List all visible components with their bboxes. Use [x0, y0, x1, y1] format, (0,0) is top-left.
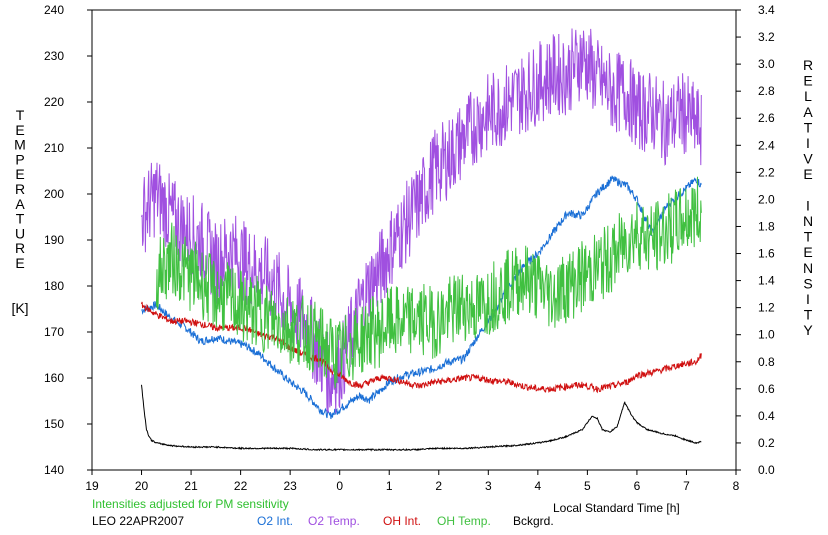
legend-item: OH Int. [383, 514, 422, 528]
y-left-tick-label: 140 [44, 463, 64, 477]
y-right-tick-label: 1.4 [758, 274, 775, 288]
y-left-label-letter: E [15, 166, 24, 182]
x-tick-label: 5 [584, 479, 591, 493]
y-right-tick-label: 0.6 [758, 382, 775, 396]
x-tick-label: 0 [336, 479, 343, 493]
y-right-label-letter: I [806, 291, 810, 307]
series-layer [141, 28, 702, 452]
x-tick-label: 2 [435, 479, 442, 493]
y-left-tick-label: 180 [44, 279, 64, 293]
y-right-label-letter: V [803, 151, 813, 167]
y-right-tick-label: 0.8 [758, 355, 775, 369]
y-left-label-letter: E [15, 255, 24, 271]
y-right-tick-label: 0.2 [758, 436, 775, 450]
y-right-tick-label: 2.2 [758, 165, 775, 179]
y-right-tick-label: 2.8 [758, 84, 775, 98]
x-tick-label: 19 [85, 479, 99, 493]
y-right-label-letter: T [804, 229, 813, 245]
y-left-label-letter: A [15, 196, 25, 212]
y-right-tick-label: 3.2 [758, 30, 775, 44]
y-right-tick-label: 1.8 [758, 219, 775, 233]
y-right-label-letter: E [803, 73, 812, 89]
y-left-tick-label: 220 [44, 95, 64, 109]
y-right-tick-label: 0.0 [758, 463, 775, 477]
y-left-tick-label: 210 [44, 141, 64, 155]
x-tick-label: 3 [485, 479, 492, 493]
series-line-bckgrd [141, 384, 702, 452]
y-right-label-letter: A [803, 104, 813, 120]
y-left-label-letter: P [15, 151, 24, 167]
y-left-label-letter: T [16, 211, 25, 227]
y-right-tick-label: 3.0 [758, 57, 775, 71]
y-right-axis-ticks: 0.0 0.2 0.4 0.6 0.8 1.0 1.2 1.4 1.6 1.8 2.0 2.2 2.4 2… [736, 3, 775, 477]
y-left-label-letter: U [15, 225, 25, 241]
y-left-unit: [K] [11, 300, 28, 316]
y-left-tick-label: 230 [44, 49, 64, 63]
y-left-label-letter: R [15, 181, 25, 197]
y-left-label-letter: R [15, 240, 25, 256]
y-right-label-letter: S [803, 275, 812, 291]
y-right-tick-label: 1.6 [758, 247, 775, 261]
legend-item: O2 Temp. [308, 514, 360, 528]
x-tick-label: 20 [135, 479, 149, 493]
y-right-label-letter: E [803, 166, 812, 182]
y-right-tick-label: 2.4 [758, 138, 775, 152]
series-line-o2-int [141, 175, 702, 420]
y-right-label-letter: E [803, 244, 812, 260]
y-left-tick-label: 240 [44, 3, 64, 17]
legend-item: O2 Int. [257, 514, 294, 528]
x-axis-label: Local Standard Time [h] [553, 501, 680, 515]
y-right-tick-label: 3.4 [758, 3, 775, 17]
x-tick-label: 22 [234, 479, 248, 493]
x-tick-label: 7 [683, 479, 690, 493]
series-line-o2-temp [141, 28, 702, 414]
x-axis-ticks: 19 20 21 22 23 0 1 2 3 4 5 6 7 8 [85, 470, 740, 493]
y-left-tick-label: 190 [44, 233, 64, 247]
y-left-axis-ticks: 140 150 160 170 180 190 200 210 220 230 240 [44, 3, 92, 477]
y-right-tick-label: 2.6 [758, 111, 775, 125]
y-right-label-letter: I [806, 197, 810, 213]
x-tick-label: 6 [634, 479, 641, 493]
y-right-tick-label: 0.4 [758, 409, 775, 423]
legend-item: Bckgrd. [513, 514, 554, 528]
x-tick-label: 21 [184, 479, 198, 493]
note-text: Intensities adjusted for PM sensitivity [92, 497, 289, 511]
y-right-tick-label: 1.2 [758, 301, 775, 315]
y-right-label-letter: N [803, 260, 813, 276]
x-tick-label: 8 [733, 479, 740, 493]
y-left-label-letter: T [16, 107, 25, 123]
x-tick-label: 1 [386, 479, 393, 493]
x-tick-label: 4 [535, 479, 542, 493]
y-left-tick-label: 200 [44, 187, 64, 201]
legend-item: OH Temp. [437, 514, 491, 528]
y-left-tick-label: 150 [44, 417, 64, 431]
y-right-label-letter: N [803, 213, 813, 229]
y-right-tick-label: 1.0 [758, 328, 775, 342]
x-tick-label: 23 [283, 479, 297, 493]
y-right-label-letter: L [804, 88, 812, 104]
y-right-label-letter: R [803, 57, 813, 73]
series-line-oh-temp [155, 176, 702, 389]
y-right-label-letter: I [806, 135, 810, 151]
y-right-label-letter: Y [803, 322, 813, 338]
y-right-label-letter: T [804, 307, 813, 323]
y-right-tick-label: 2.0 [758, 192, 775, 206]
y-left-tick-label: 170 [44, 325, 64, 339]
y-left-label-letter: E [15, 122, 24, 138]
y-right-label-letter: T [804, 119, 813, 135]
y-left-tick-label: 160 [44, 371, 64, 385]
y-left-label-letter: M [14, 137, 26, 153]
station-date: LEO 22APR2007 [92, 514, 185, 528]
